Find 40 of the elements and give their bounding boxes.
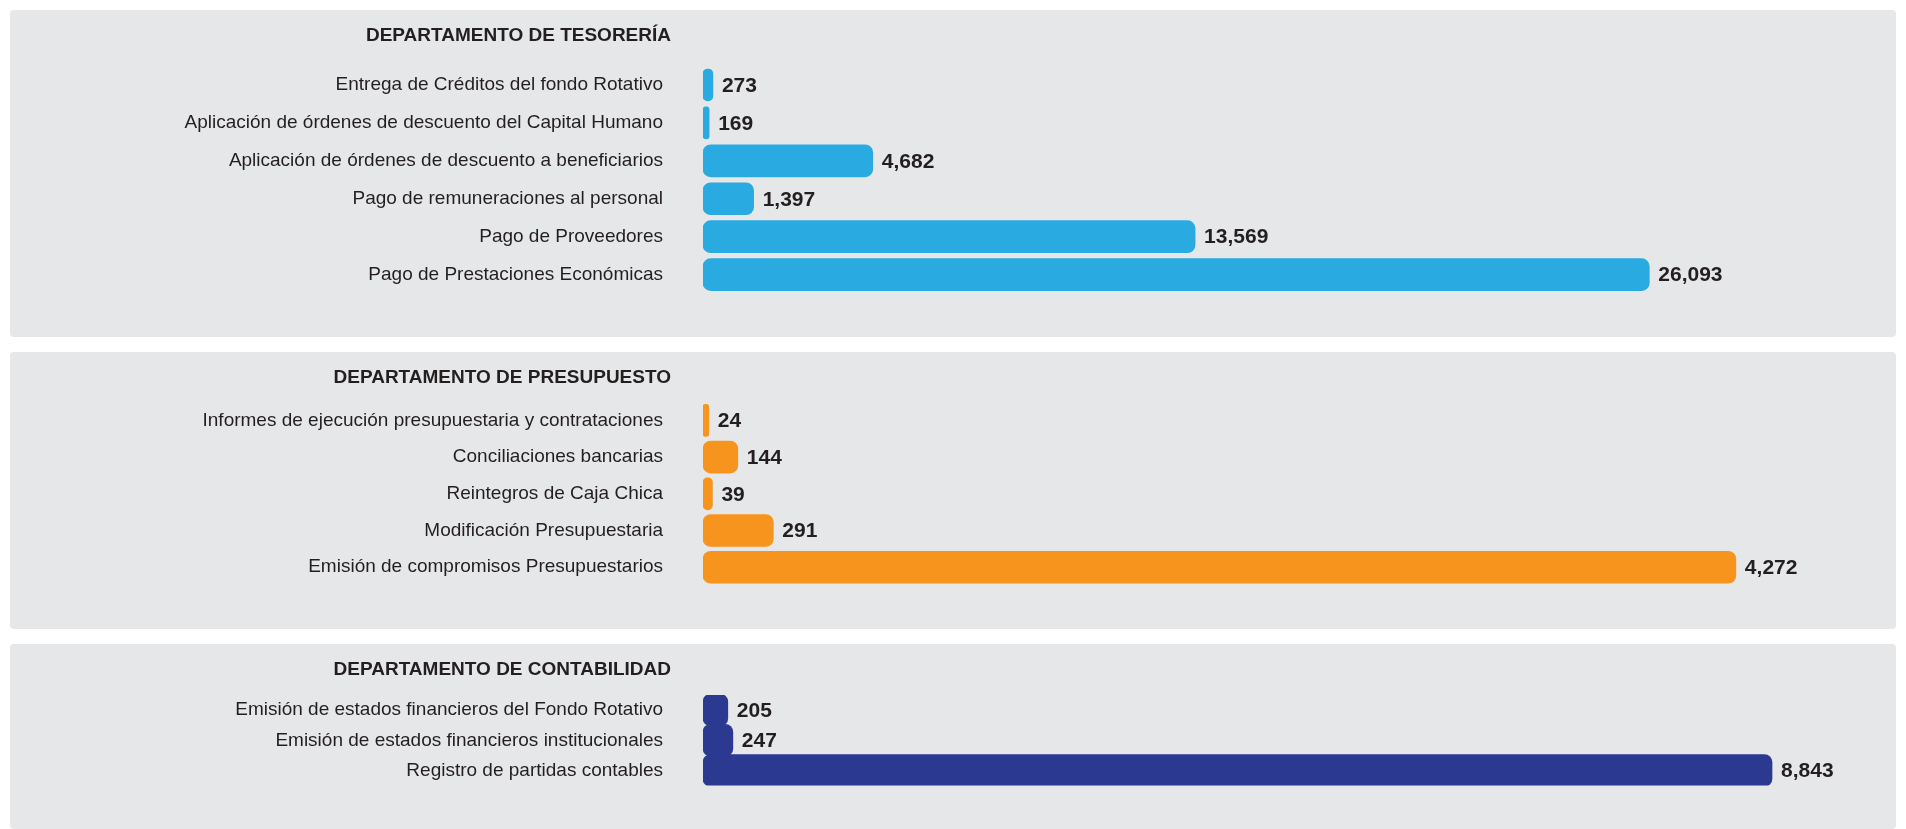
data-label: 273	[721, 72, 757, 96]
bar	[703, 220, 1196, 254]
data-label: 26,093	[1658, 262, 1723, 286]
y-tick-label: Modificación Presupuestaria	[424, 518, 664, 540]
bar	[703, 514, 774, 547]
y-tick-label: Informes de ejecución presupuestaria y contrataciones	[202, 408, 663, 430]
bar	[703, 258, 1650, 291]
y-tick-label: Registro de partidas contables	[406, 758, 663, 780]
y-tick-label: Pago de Proveedores	[479, 224, 663, 246]
y-tick-label: Reintegros de Caja Chica	[446, 482, 664, 504]
y-tick-label: Conciliaciones bancarias	[452, 445, 663, 467]
y-tick-label: Emisión de compromisos Presupuestarios	[308, 555, 663, 577]
bar	[703, 106, 710, 140]
data-label: 4,682	[881, 148, 935, 172]
data-label: 291	[782, 518, 818, 542]
bar	[703, 144, 874, 178]
text: DEPARTAMENTO DE CONTABILIDAD	[333, 658, 671, 680]
bar	[703, 182, 754, 216]
y-tick-label: Aplicación de órdenes de descuento del Capital Humano	[184, 111, 663, 133]
data-label: 247	[741, 728, 777, 752]
text: DEPARTAMENTO DE TESORERÍA	[365, 24, 672, 46]
data-label: 205	[736, 697, 773, 721]
data-label: 24	[717, 408, 742, 432]
bar	[703, 404, 710, 437]
data-label: 13,569	[1204, 224, 1269, 248]
data-label: 144	[746, 444, 783, 468]
data-label: 39	[721, 481, 745, 505]
y-tick-label: Pago de Prestaciones Económicas	[368, 262, 663, 284]
data-label: 1,397	[762, 186, 816, 210]
y-tick-label: Aplicación de órdenes de descuento a beneficiarios	[228, 149, 663, 171]
y-tick-label: Emisión de estados financieros del Fondo Rotativo	[235, 698, 663, 720]
y-tick-label: Pago de remuneraciones al personal	[352, 187, 663, 208]
bar	[703, 550, 1737, 584]
text: DEPARTAMENTO DE PRESUPUESTO	[333, 366, 671, 388]
data-label: 8,843	[1781, 758, 1834, 782]
y-tick-label: Entrega de Créditos del fondo Rotativo	[335, 73, 663, 95]
bar	[703, 440, 739, 474]
data-label: 4,272	[1744, 555, 1798, 579]
y-tick-label: Emisión de estados financieros institucionales	[275, 728, 663, 750]
data-label: 169	[718, 110, 754, 134]
